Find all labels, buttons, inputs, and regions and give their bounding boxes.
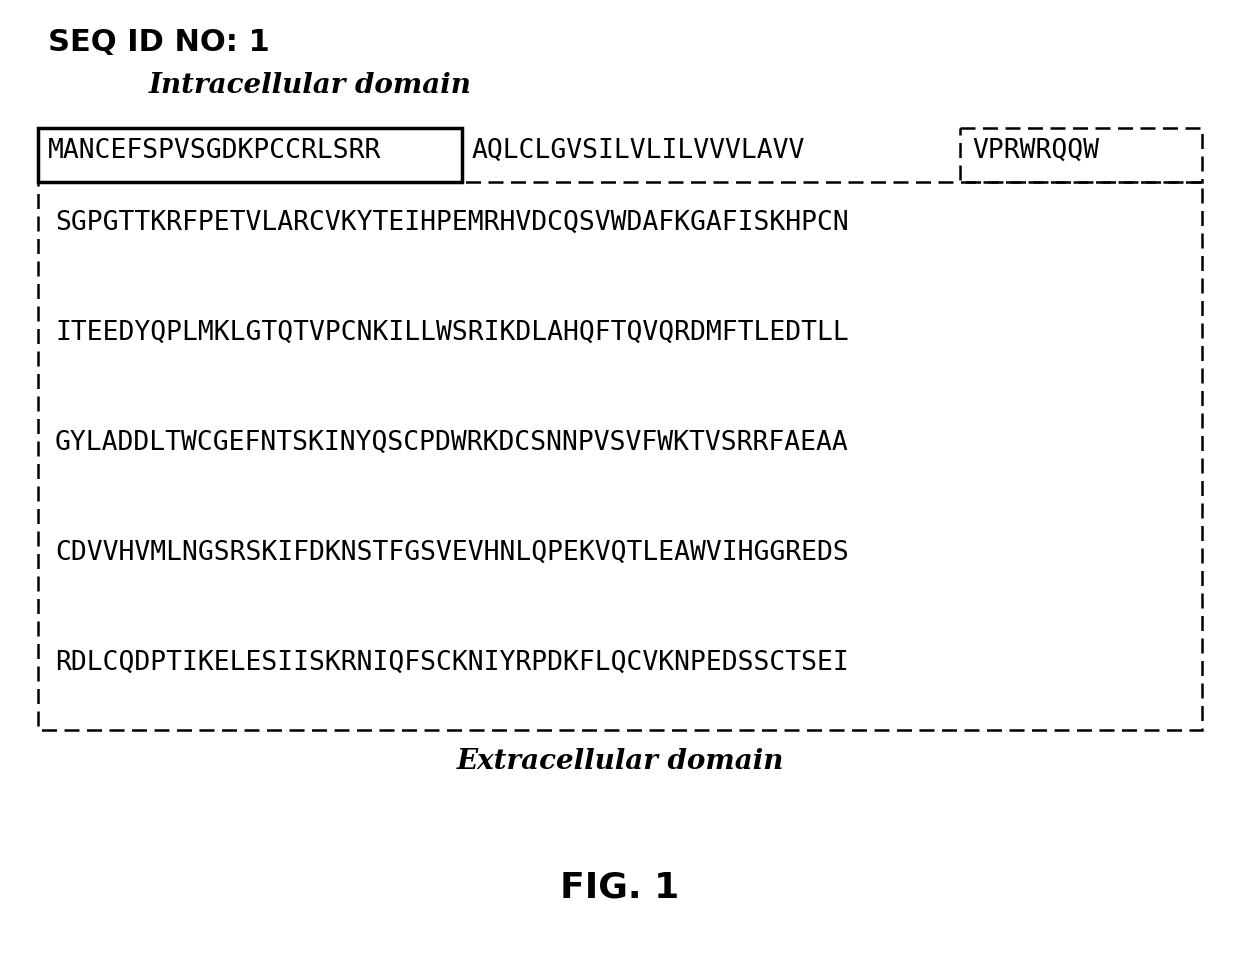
Bar (38, 128, 463, 182)
Bar (38, 182, 1202, 730)
Text: CDVVHVMLNGSRSKIFDKNSTFGSVEVHNLQPEKVQTLEAWVIHGGREDS: CDVVHVMLNGSRSKIFDKNSTFGSVEVHNLQPEKVQTLEA… (55, 540, 848, 566)
Text: SEQ ID NO: 1: SEQ ID NO: 1 (48, 28, 270, 57)
Text: Extracellular domain: Extracellular domain (456, 748, 784, 775)
Text: SGPGTTKRFPETVLARCVKYTEIHPEMRHVDCQSVWDAFKGAFISKHPCN: SGPGTTKRFPETVLARCVKYTEIHPEMRHVDCQSVWDAFK… (55, 210, 848, 236)
Text: AQLCLGVSILVLILVVVLAVV: AQLCLGVSILVLILVVVLAVV (472, 138, 805, 164)
Text: VPRWRQQW: VPRWRQQW (972, 138, 1099, 164)
Text: FIG. 1: FIG. 1 (560, 870, 680, 904)
Text: RDLCQDPTIKELESIISKRNIQFSCKNIYRPDKFLQCVKNPEDSSCTSEI: RDLCQDPTIKELESIISKRNIQFSCKNIYRPDKFLQCVKN… (55, 650, 848, 676)
Bar (960, 128, 1202, 182)
Text: MANCEFSPVSGDKPCCRLSRR: MANCEFSPVSGDKPCCRLSRR (48, 138, 382, 164)
Text: GYLADDLTWCGEFNTSKINYQSCPDWRKDCSNNPVSVFWKTVSRRFAEAA: GYLADDLTWCGEFNTSKINYQSCPDWRKDCSNNPVSVFWK… (55, 430, 848, 456)
Text: Intracellular domain: Intracellular domain (149, 72, 471, 99)
Text: ITEEDYQPLMKLGTQTVPCNKILLWSRIKDLAHQFTQVQRDMFTLEDTLL: ITEEDYQPLMKLGTQTVPCNKILLWSRIKDLAHQFTQVQR… (55, 320, 848, 346)
